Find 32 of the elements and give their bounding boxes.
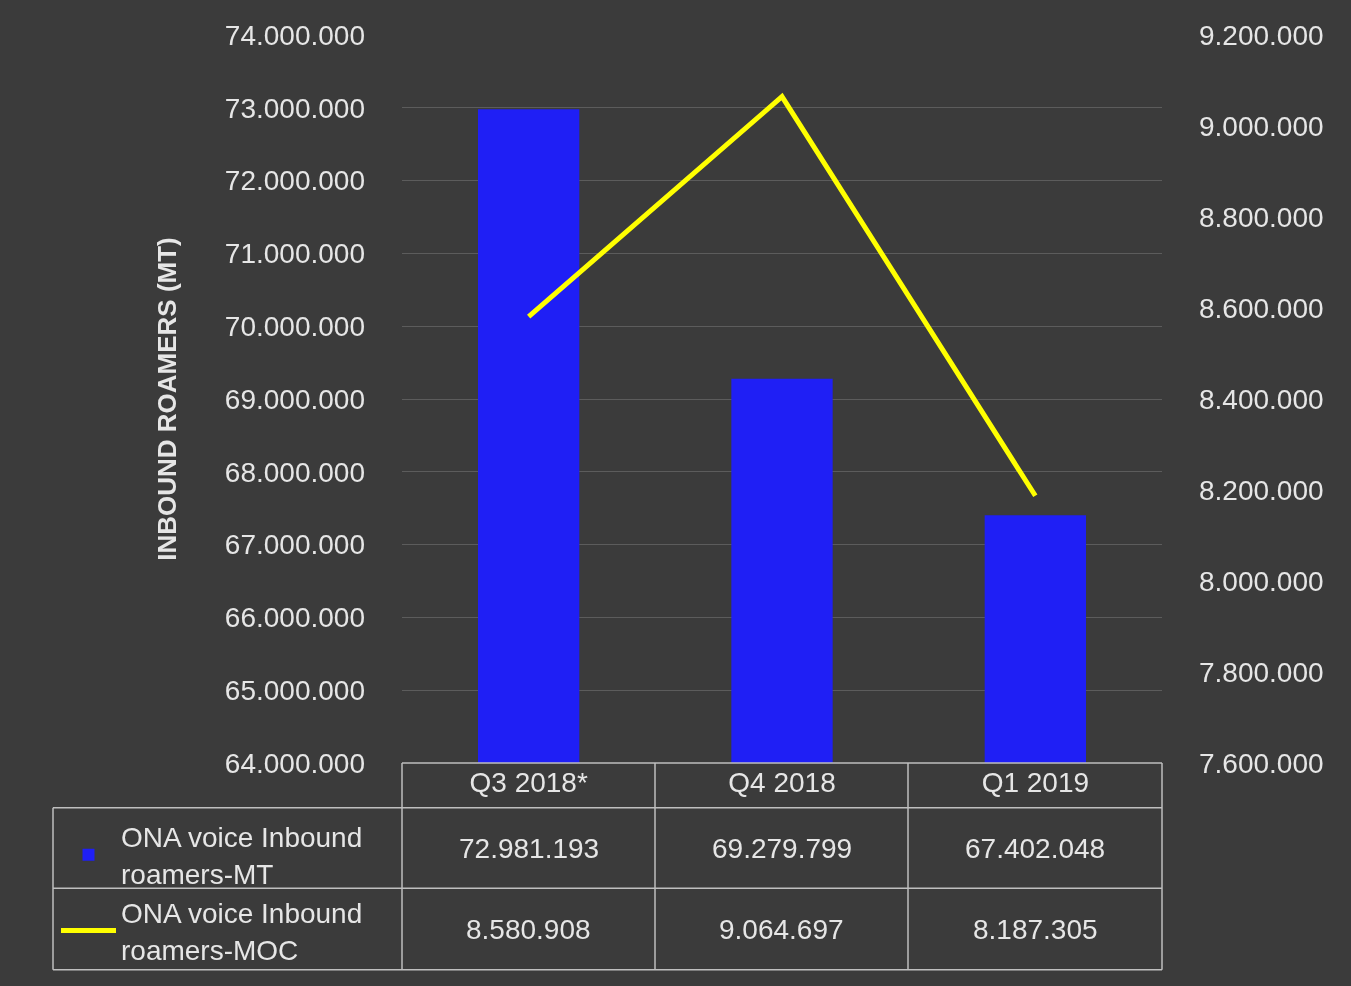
- y-tick-label: 71.000.000: [224, 238, 365, 270]
- y-tick-label: 69.000.000: [224, 383, 365, 415]
- x-tick-label: Q4 2018: [728, 767, 836, 798]
- y2-tick-label: 8.200.000: [1199, 474, 1324, 506]
- y-tick-label: 73.000.000: [224, 92, 365, 124]
- data-label: 8.580.908: [466, 914, 591, 945]
- y2-tick-label: 7.800.000: [1199, 656, 1324, 688]
- y-tick-label: 74.000.000: [224, 19, 365, 51]
- y2-tick-label: 8.000.000: [1199, 565, 1324, 597]
- y2-tick-label: 8.600.000: [1199, 292, 1324, 324]
- x-tick-label: Q3 2018*: [469, 767, 588, 798]
- data-label: 8.187.305: [973, 914, 1098, 945]
- data-label: 72.981.193: [459, 833, 600, 864]
- y-tick-label: 72.000.000: [224, 165, 365, 197]
- x-tick-label: Q1 2019: [981, 767, 1090, 798]
- y2-tick-label: 8.800.000: [1199, 201, 1324, 233]
- legend-label: ONA voice Inbound roamers-MOC: [121, 898, 363, 966]
- data-label: 9.064.697: [719, 914, 844, 945]
- y2-tick-label: 9.000.000: [1199, 110, 1324, 142]
- y-tick-label: 66.000.000: [224, 602, 365, 634]
- y-tick-label: 68.000.000: [224, 456, 365, 488]
- y-tick-label: 70.000.000: [224, 311, 365, 342]
- y-axis-title: INBOUND ROAMERS (MT): [152, 237, 183, 561]
- legend-label: ONA voice Inbound roamers-MT: [121, 822, 363, 890]
- y2-tick-label: 7.600.000: [1199, 747, 1324, 779]
- y-tick-label: 64.000.000: [224, 747, 365, 779]
- data-label: 67.402.048: [965, 833, 1106, 864]
- y-tick-label: 65.000.000: [224, 675, 365, 706]
- y-tick-label: 67.000.000: [224, 529, 365, 561]
- data-label: 69.279.799: [712, 833, 853, 864]
- y2-tick-label: 9.200.000: [1199, 19, 1324, 51]
- y2-tick-label: 8.400.000: [1199, 383, 1324, 415]
